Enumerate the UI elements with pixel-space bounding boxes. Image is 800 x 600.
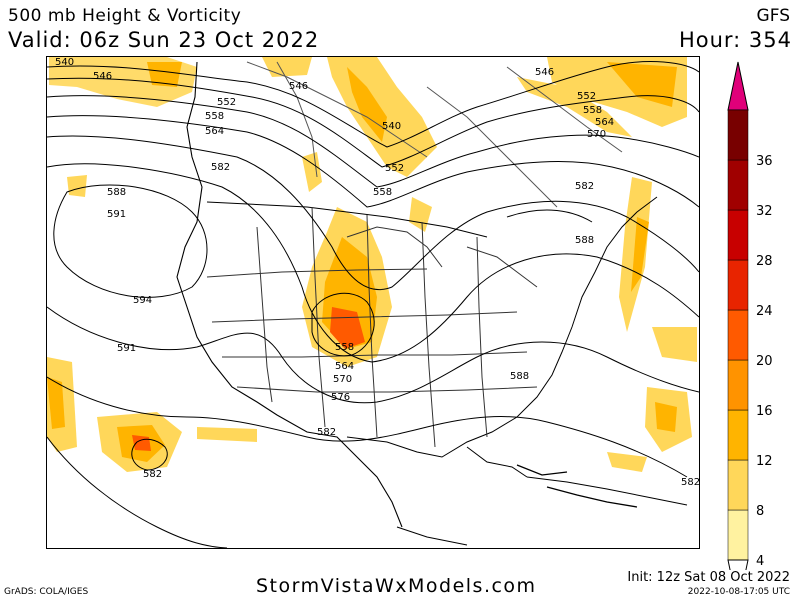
contour-labels: 540 546 552 558 564 582 588 591 594 591 … — [55, 57, 699, 488]
colorbar-box — [727, 159, 749, 211]
colorbar-label: 24 — [756, 304, 773, 319]
colorbar-label: 12 — [756, 454, 773, 469]
contour-label: 552 — [385, 163, 404, 174]
contour-label: 540 — [55, 57, 74, 68]
contour-label: 564 — [335, 361, 354, 372]
contour-label: 582 — [575, 181, 594, 192]
contour-label: 570 — [587, 129, 606, 140]
timestamp: 2022-10-08-17:05 UTC — [687, 587, 790, 597]
contour-label: 564 — [205, 126, 224, 137]
contour-label: 588 — [510, 371, 529, 382]
vorticity-colorbar: 4 8 12 16 20 24 28 32 36 — [727, 61, 773, 570]
contour-label: 591 — [117, 343, 136, 354]
colorbar-box — [727, 359, 749, 411]
contour-label: 558 — [583, 105, 602, 116]
colorbar-box — [727, 109, 749, 161]
contour-label: 594 — [133, 295, 152, 306]
colorbar-box — [727, 459, 749, 511]
map-canvas: 540 546 552 558 564 582 588 591 594 591 … — [47, 57, 699, 548]
contour-label: 552 — [577, 91, 596, 102]
contour-label: 540 — [382, 121, 401, 132]
chart-title: 500 mb Height & Vorticity — [8, 6, 242, 26]
model-name: GFS — [756, 6, 790, 26]
colorbar-label: 20 — [756, 354, 773, 369]
colorbar-bottom-triangle — [727, 559, 749, 570]
forecast-hour: Hour: 354 — [678, 28, 792, 52]
contour-label: 558 — [335, 342, 354, 353]
contour-label: 582 — [211, 162, 230, 173]
colorbar-box — [727, 259, 749, 311]
contour-label: 588 — [575, 235, 594, 246]
colorbar-label: 8 — [756, 504, 764, 519]
colorbar-label: 36 — [756, 154, 773, 169]
contour-label: 582 — [317, 427, 336, 438]
vorticity-shading — [47, 57, 697, 472]
colorbar-label: 4 — [756, 554, 764, 569]
contour-label: 546 — [93, 71, 112, 82]
contour-label: 570 — [333, 374, 352, 385]
colorbar-box — [727, 509, 749, 561]
contour-label: 576 — [331, 392, 350, 403]
contour-label: 558 — [205, 111, 224, 122]
map-panel: 540 546 552 558 564 582 588 591 594 591 … — [46, 56, 700, 549]
contour-label: 564 — [595, 117, 614, 128]
contour-label: 546 — [535, 67, 554, 78]
contour-label: 591 — [107, 209, 126, 220]
colorbar-box — [727, 309, 749, 361]
colorbar-top-triangle — [727, 61, 749, 111]
colorbar-box — [727, 409, 749, 461]
contour-label: 588 — [107, 187, 126, 198]
contour-label: 582 — [681, 477, 699, 488]
colorbar-label: 28 — [756, 254, 773, 269]
colorbar-label: 32 — [756, 204, 773, 219]
contour-label: 582 — [143, 469, 162, 480]
contour-label: 546 — [289, 81, 308, 92]
contour-label: 552 — [217, 97, 236, 108]
valid-time: Valid: 06z Sun 23 Oct 2022 — [8, 28, 320, 52]
contour-label: 558 — [373, 187, 392, 198]
init-time: Init: 12z Sat 08 Oct 2022 — [627, 570, 790, 585]
grads-credit: GrADS: COLA/IGES — [4, 587, 89, 597]
height-contours — [47, 61, 699, 548]
colorbar-label: 16 — [756, 404, 773, 419]
site-name: StormVistaWxModels.com — [256, 575, 537, 597]
boundaries — [176, 61, 688, 546]
colorbar-box — [727, 209, 749, 261]
